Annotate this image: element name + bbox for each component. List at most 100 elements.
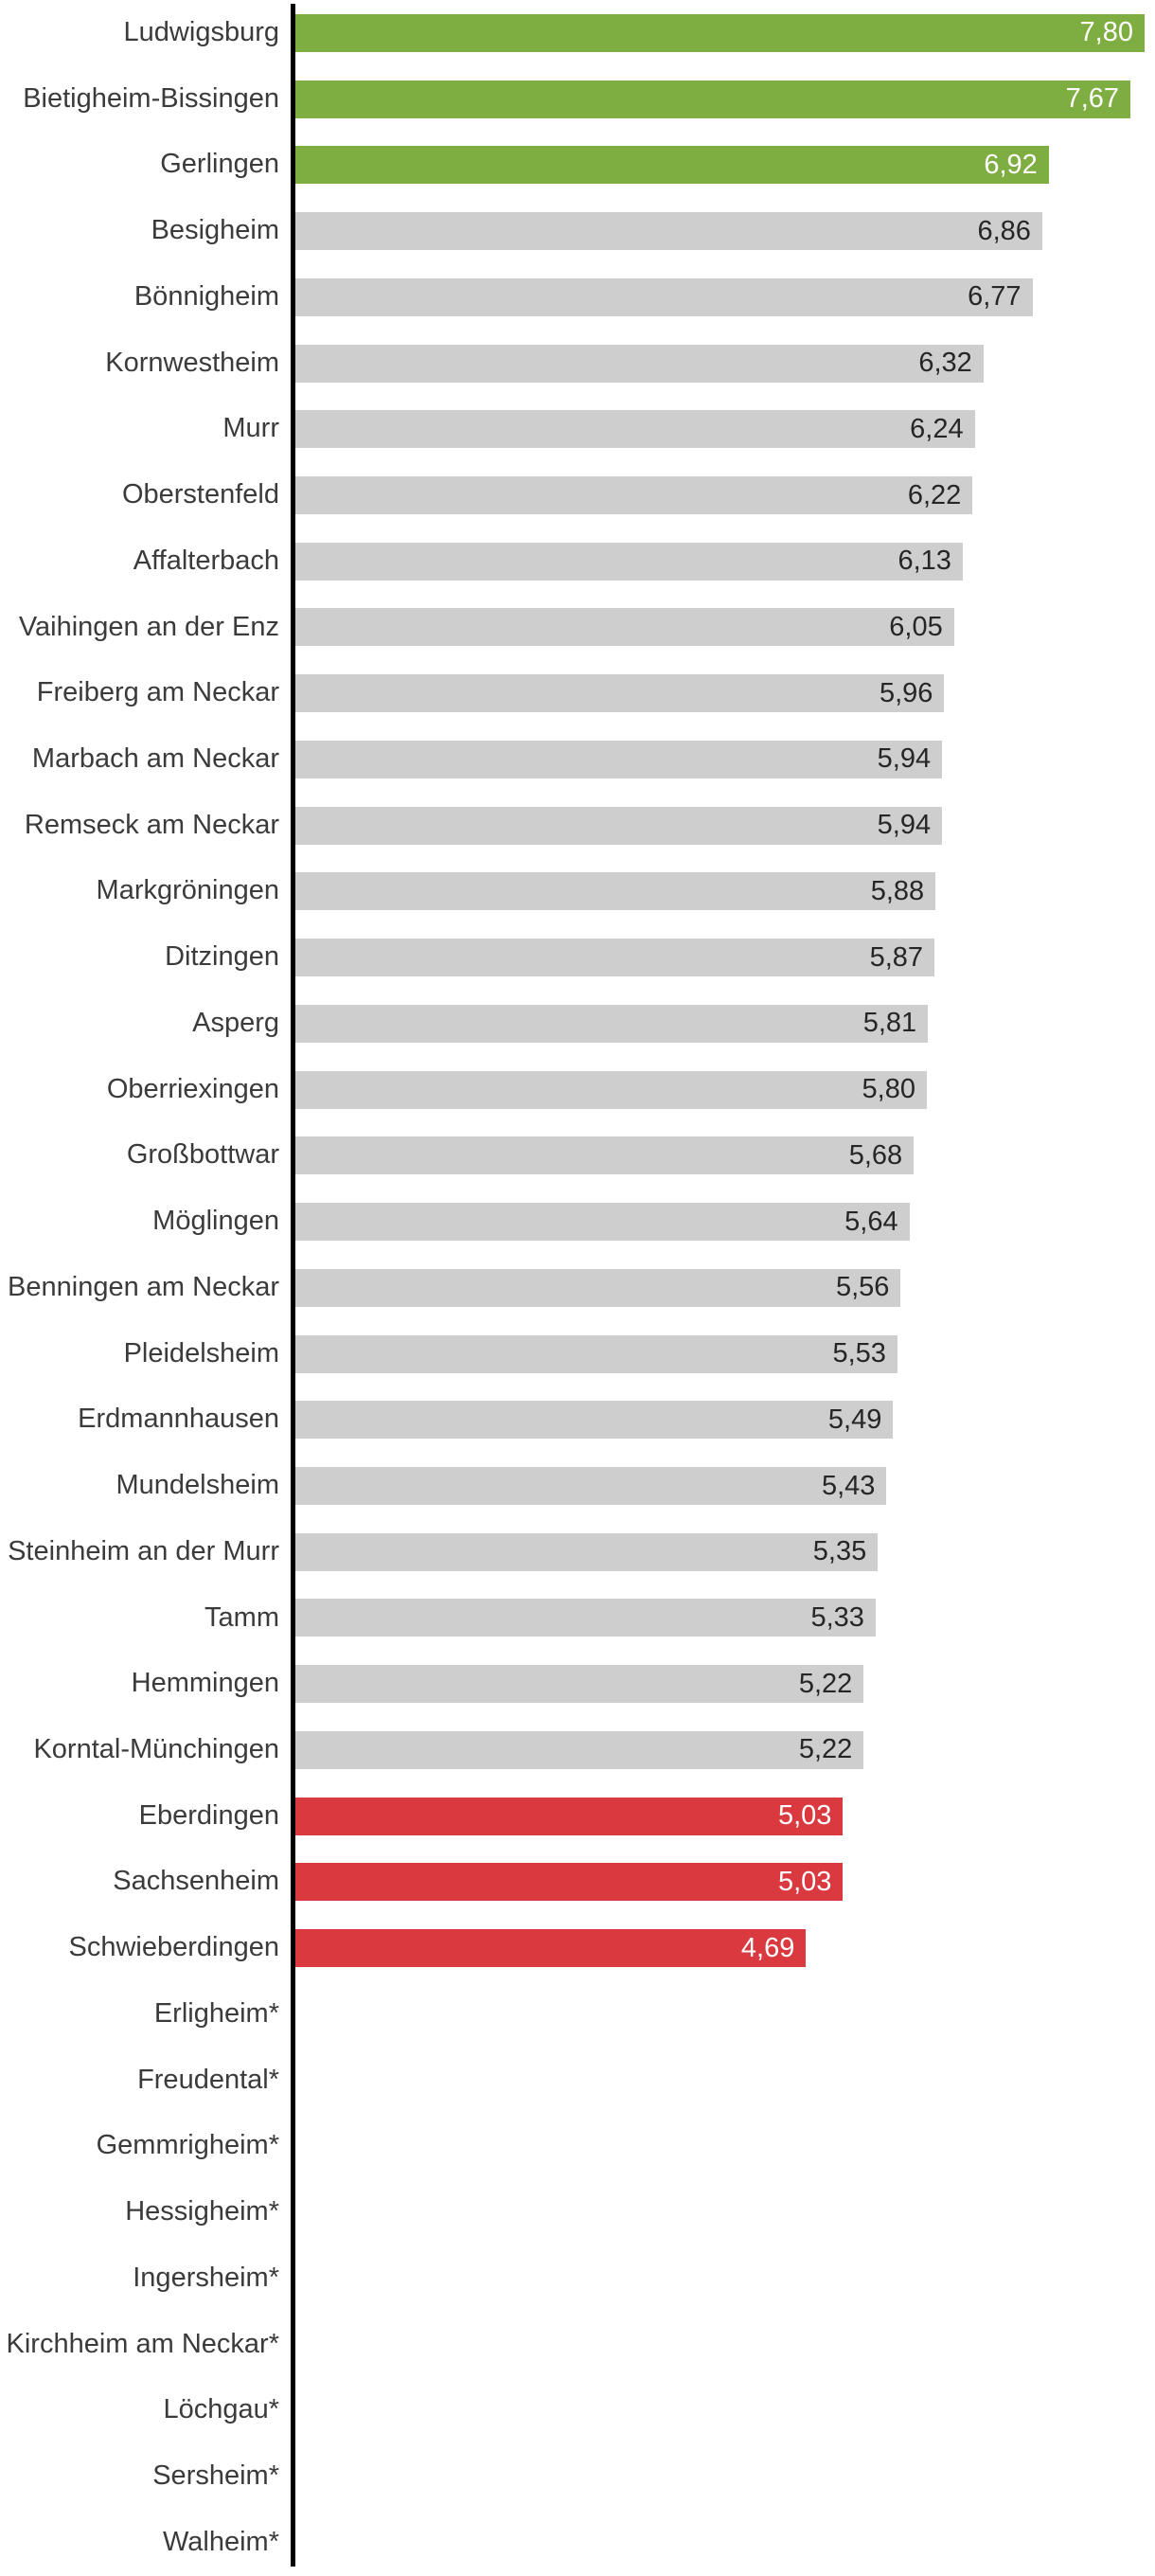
value-label: 6,13 <box>897 546 951 577</box>
bar-cell: 5,88 <box>291 872 1155 911</box>
bar-cell: 5,94 <box>291 740 1155 778</box>
category-label: Ditzingen <box>165 941 279 973</box>
bar-row: Sachsenheim 5,03 <box>0 1850 1155 1916</box>
bar-gray: 5,87 <box>295 939 935 977</box>
bar-cell: 5,03 <box>291 1863 1155 1902</box>
category-label: Eberdingen <box>138 1799 279 1831</box>
bar-cell: 5,35 <box>291 1532 1155 1571</box>
bar-row: Ludwigsburg 7,80 <box>0 0 1155 66</box>
bar-red: 5,03 <box>295 1797 844 1835</box>
bar-cell: 6,13 <box>291 542 1155 581</box>
bar-row: Oberriexingen 5,80 <box>0 1057 1155 1123</box>
bar-cell: 6,05 <box>291 608 1155 647</box>
category-label: Hessigheim* <box>125 2196 279 2227</box>
bar-gray: 5,22 <box>295 1730 864 1769</box>
bar-row: Kornwestheim 6,32 <box>0 331 1155 397</box>
value-label: 5,80 <box>862 1074 915 1105</box>
category-label: Markgröningen <box>96 875 279 906</box>
bar-green: 7,80 <box>295 13 1145 52</box>
bar-gray: 5,88 <box>295 872 936 911</box>
category-label: Affalterbach <box>133 545 279 576</box>
value-label: 6,86 <box>977 215 1031 246</box>
value-label: 7,67 <box>1065 83 1120 115</box>
bar-cell: 5,56 <box>291 1268 1155 1307</box>
category-label: Erligheim* <box>153 1997 279 2029</box>
bar-cell: 5,22 <box>291 1665 1155 1704</box>
category-label: Freudental* <box>137 2064 279 2095</box>
value-label: 6,24 <box>910 413 964 444</box>
bar-row: Möglingen 5,64 <box>0 1189 1155 1255</box>
category-label: Großbottwar <box>126 1139 279 1171</box>
bar-gray: 6,32 <box>295 344 984 383</box>
bar-cell: 4,69 <box>291 1929 1155 1968</box>
value-label: 5,53 <box>832 1338 886 1369</box>
category-label: Bönnigheim <box>133 280 279 312</box>
category-label: Sachsenheim <box>113 1866 279 1897</box>
value-label: 5,22 <box>798 1668 853 1699</box>
value-label: 4,69 <box>740 1932 795 1963</box>
category-label: Gerlingen <box>160 149 279 180</box>
bar-row: Remseck am Neckar 5,94 <box>0 793 1155 859</box>
bar-row: Eberdingen 5,03 <box>0 1783 1155 1850</box>
category-label: Vaihingen an der Enz <box>18 611 279 642</box>
bar-cell: 5,53 <box>291 1334 1155 1373</box>
bar-green: 6,92 <box>295 146 1049 185</box>
bar-gray: 5,94 <box>295 806 943 845</box>
category-label: Oberstenfeld <box>121 479 279 510</box>
category-label: Remseck am Neckar <box>24 809 279 840</box>
value-label: 5,35 <box>812 1536 867 1567</box>
bar-gray: 6,86 <box>295 212 1042 251</box>
bar-gray: 5,81 <box>295 1004 929 1043</box>
category-label: Freiberg am Neckar <box>36 677 279 708</box>
bar-row: Walheim* <box>0 2510 1155 2576</box>
value-label: 5,94 <box>877 743 932 775</box>
bar-gray: 6,05 <box>295 608 954 647</box>
bar-gray: 5,94 <box>295 740 943 778</box>
bar-row: Markgröningen 5,88 <box>0 859 1155 925</box>
category-label: Gemmrigheim* <box>96 2130 279 2161</box>
value-label: 6,22 <box>907 479 962 510</box>
bar-gray: 5,35 <box>295 1532 879 1571</box>
bar-cell: 5,64 <box>291 1203 1155 1242</box>
bar-row: Ingersheim* <box>0 2245 1155 2312</box>
bar-row: Freudental* <box>0 2048 1155 2114</box>
bar-gray: 5,53 <box>295 1334 897 1373</box>
category-label: Tamm <box>204 1601 279 1633</box>
bar-green: 7,67 <box>295 80 1131 118</box>
bar-cell: 6,77 <box>291 277 1155 316</box>
bar-row: Asperg 5,81 <box>0 991 1155 1057</box>
category-label: Ingersheim* <box>133 2262 279 2293</box>
bar-row: Hemmingen 5,22 <box>0 1651 1155 1717</box>
category-label: Erdmannhausen <box>78 1404 279 1435</box>
bar-row: Kirchheim am Neckar* <box>0 2312 1155 2378</box>
category-label: Hemmingen <box>131 1668 279 1699</box>
bar-gray: 5,64 <box>295 1203 910 1242</box>
category-label: Löchgau* <box>163 2394 279 2425</box>
bar-row: Löchgau* <box>0 2377 1155 2443</box>
category-label: Kirchheim am Neckar* <box>6 2328 279 2359</box>
bar-cell: 5,22 <box>291 1730 1155 1769</box>
bar-cell: 7,80 <box>291 13 1155 52</box>
bar-row: Steinheim an der Murr 5,35 <box>0 1519 1155 1585</box>
category-label: Schwieberdingen <box>68 1932 279 1963</box>
bar-row: Großbottwar 5,68 <box>0 1122 1155 1189</box>
bar-cell: 5,81 <box>291 1004 1155 1043</box>
value-label: 5,33 <box>810 1601 864 1633</box>
bar-row: Gerlingen 6,92 <box>0 132 1155 198</box>
bar-cell: 5,87 <box>291 939 1155 977</box>
bar-row: Ditzingen 5,87 <box>0 924 1155 991</box>
value-label: 5,43 <box>821 1470 876 1501</box>
bar-row: Bönnigheim 6,77 <box>0 264 1155 331</box>
bar-row: Korntal-Münchingen 5,22 <box>0 1717 1155 1783</box>
bar-cell: 6,22 <box>291 476 1155 514</box>
bar-gray: 6,77 <box>295 277 1033 316</box>
bar-row: Marbach am Neckar 5,94 <box>0 726 1155 793</box>
value-label: 5,94 <box>877 810 932 841</box>
bar-row: Besigheim 6,86 <box>0 198 1155 264</box>
bar-row: Benningen am Neckar 5,56 <box>0 1255 1155 1321</box>
category-label: Pleidelsheim <box>123 1337 279 1368</box>
category-label: Sersheim* <box>152 2460 279 2492</box>
bar-gray: 5,56 <box>295 1268 901 1307</box>
